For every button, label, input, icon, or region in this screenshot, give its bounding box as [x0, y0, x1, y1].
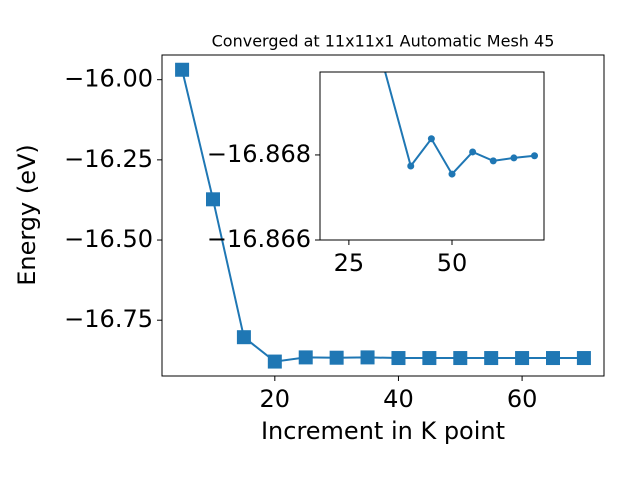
y-axis-label: Energy (eV) — [13, 144, 41, 286]
axes-frame — [319, 71, 545, 241]
marker — [448, 170, 456, 178]
y-tick-label: −16.75 — [64, 305, 153, 333]
y-tick-label: −16.00 — [64, 65, 153, 93]
marker — [267, 354, 282, 369]
marker — [360, 350, 375, 365]
axes-frame — [161, 54, 605, 377]
x-tick-label: 25 — [334, 249, 365, 277]
marker — [175, 62, 190, 77]
marker — [366, 11, 373, 18]
marker — [298, 350, 313, 365]
marker — [469, 148, 477, 156]
y-tick-label: −16.50 — [64, 225, 153, 253]
marker — [510, 154, 518, 162]
x-tick-label: 60 — [507, 385, 538, 413]
marker — [407, 162, 415, 170]
marker — [391, 351, 406, 366]
marker — [489, 157, 497, 165]
x-tick-label: 40 — [383, 385, 414, 413]
marker — [484, 351, 499, 366]
y-tick-label: −16.866 — [207, 225, 311, 253]
x-tick-label: 20 — [260, 385, 291, 413]
chart-title: Converged at 11x11x1 Automatic Mesh 45 — [212, 32, 555, 51]
x-axis-label: Increment in K point — [261, 417, 505, 445]
x-tick-label: 50 — [437, 249, 468, 277]
marker — [206, 192, 220, 207]
marker — [453, 351, 468, 366]
marker — [546, 351, 560, 366]
marker — [576, 351, 591, 366]
y-tick-label: −16.25 — [64, 145, 153, 173]
marker — [422, 351, 437, 366]
marker — [515, 351, 530, 366]
marker — [329, 350, 344, 365]
marker — [236, 330, 251, 345]
marker — [531, 152, 539, 160]
marker — [427, 135, 435, 143]
y-tick-label: −16.868 — [207, 140, 311, 168]
plot-area — [320, 72, 544, 240]
